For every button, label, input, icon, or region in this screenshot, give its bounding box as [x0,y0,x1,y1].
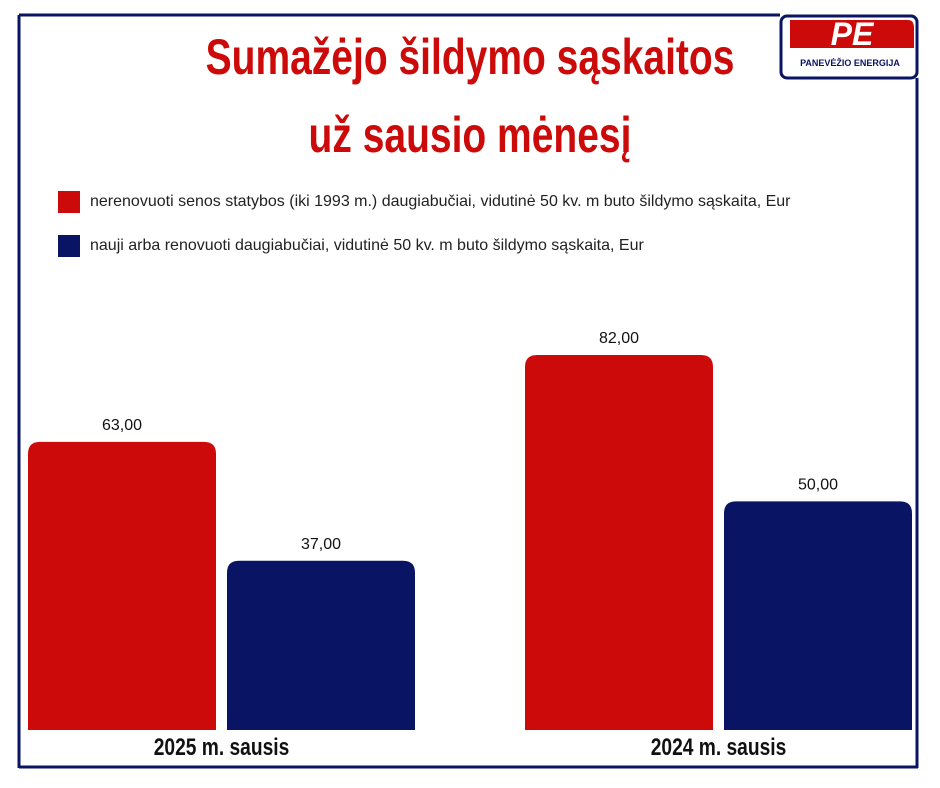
legend-label: nerenovuoti senos statybos (iki 1993 m.)… [90,193,791,210]
value-label: 63,00 [102,417,142,434]
value-label: 50,00 [798,476,838,493]
logo-name: PANEVĖŽIO ENERGIJA [800,57,900,68]
value-label: 37,00 [301,536,341,553]
chart-title: Sumažėjo šildymo sąskaitos [206,28,735,85]
bar [28,441,216,730]
bar [525,355,713,730]
logo-mark: PE [831,16,875,52]
category-label-group: 2024 m. sausis [651,733,786,761]
bar [724,501,912,730]
logo: PE PANEVĖŽIO ENERGIJA [779,14,919,80]
x-tick-label: 2025 m. sausis [154,733,289,761]
chart-title: už sausio mėnesį [309,106,632,163]
legend-label: nauji arba renovuoti daugiabučiai, vidut… [90,237,644,254]
value-label: 82,00 [599,330,639,347]
x-tick-label: 2024 m. sausis [651,733,786,761]
legend-swatch [58,191,80,213]
bar [227,560,415,730]
legend-swatch [58,235,80,257]
frame [17,13,919,769]
category-label-group: 2025 m. sausis [154,733,289,761]
